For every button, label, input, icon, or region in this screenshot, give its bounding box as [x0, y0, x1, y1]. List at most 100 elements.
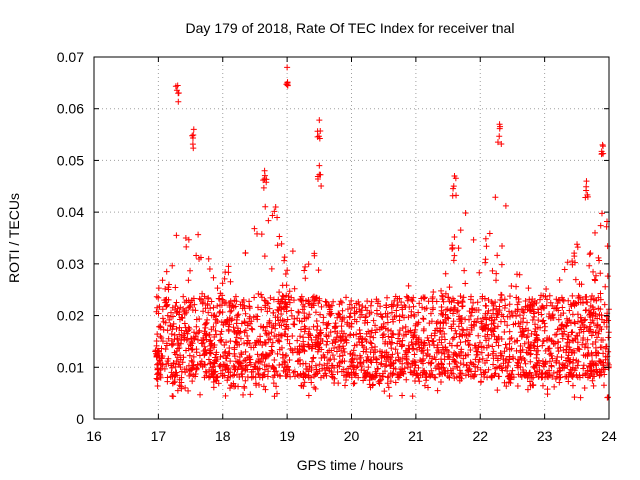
data-point [258, 359, 265, 366]
x-axis-ticks: 16 17 18 19 20 21 22 23 24 [86, 57, 617, 444]
data-point [379, 349, 386, 356]
data-point [204, 316, 211, 323]
data-point [449, 242, 456, 249]
data-point [303, 366, 309, 373]
data-point [602, 353, 609, 360]
data-point [534, 343, 541, 350]
data-point [166, 316, 173, 323]
data-point [226, 385, 233, 392]
data-point [473, 351, 480, 358]
data-point [449, 336, 456, 343]
data-point [493, 339, 500, 346]
data-point [584, 299, 591, 306]
data-point [399, 325, 406, 332]
data-point [155, 310, 162, 317]
data-point [278, 332, 285, 339]
data-point [583, 370, 590, 377]
data-point [433, 349, 440, 356]
data-point [549, 311, 556, 318]
data-point [192, 373, 199, 380]
data-point [281, 318, 288, 325]
data-point [503, 355, 510, 362]
data-point [356, 327, 363, 334]
data-point [490, 361, 497, 368]
data-point [216, 309, 223, 316]
data-point [536, 296, 543, 303]
data-point [425, 337, 432, 344]
data-point [446, 284, 453, 291]
data-point [605, 334, 612, 341]
data-point [509, 367, 516, 374]
data-point [506, 328, 513, 335]
data-point [350, 347, 357, 354]
data-point [529, 382, 536, 389]
data-point [482, 360, 489, 367]
data-point [513, 347, 520, 354]
data-point [387, 359, 394, 366]
data-point [341, 348, 348, 355]
data-point [370, 317, 377, 324]
data-point [339, 343, 346, 350]
data-point [286, 288, 293, 295]
data-point [485, 352, 492, 359]
data-point [597, 358, 604, 365]
data-point [250, 314, 257, 321]
data-point [457, 339, 464, 346]
data-point [416, 300, 423, 307]
x-tick-label: 19 [279, 428, 295, 444]
data-point [521, 327, 528, 334]
data-point [599, 337, 606, 344]
data-point [411, 329, 418, 336]
data-point [349, 355, 356, 362]
data-point [539, 382, 546, 389]
data-point [451, 252, 458, 259]
data-point [506, 335, 513, 342]
data-point [479, 323, 486, 330]
data-point [381, 368, 388, 375]
data-point [363, 330, 370, 337]
data-point [410, 333, 417, 340]
data-point [467, 359, 474, 366]
data-point [306, 344, 313, 351]
data-point [449, 310, 456, 317]
data-point [182, 324, 189, 331]
data-point [554, 344, 561, 351]
data-point [589, 292, 596, 299]
data-point [605, 317, 612, 324]
data-point [207, 337, 214, 344]
data-point [174, 305, 181, 312]
data-point [555, 316, 562, 323]
data-point [553, 331, 560, 338]
data-point [568, 303, 575, 310]
data-point [403, 376, 410, 383]
data-point [557, 344, 564, 351]
data-point [452, 327, 459, 334]
data-point [223, 339, 230, 346]
data-point [524, 349, 531, 356]
data-point [584, 191, 591, 198]
x-axis-label: GPS time / hours [297, 457, 404, 473]
data-point [254, 316, 261, 323]
data-point [546, 351, 553, 358]
data-point [550, 341, 557, 348]
data-point [600, 143, 607, 150]
data-point [388, 309, 395, 316]
data-point [335, 310, 342, 317]
data-point [260, 177, 267, 184]
data-point [516, 271, 523, 278]
data-point [360, 348, 367, 355]
data-point [572, 336, 579, 343]
data-point [540, 317, 547, 324]
data-point [556, 276, 563, 283]
data-point [465, 342, 472, 349]
data-point [240, 297, 247, 304]
data-point [359, 342, 366, 349]
data-point [467, 296, 474, 303]
data-point [241, 329, 248, 336]
data-point [189, 358, 196, 365]
data-point [423, 371, 430, 378]
data-point [154, 371, 161, 378]
data-point [173, 325, 180, 332]
data-point [258, 231, 265, 238]
